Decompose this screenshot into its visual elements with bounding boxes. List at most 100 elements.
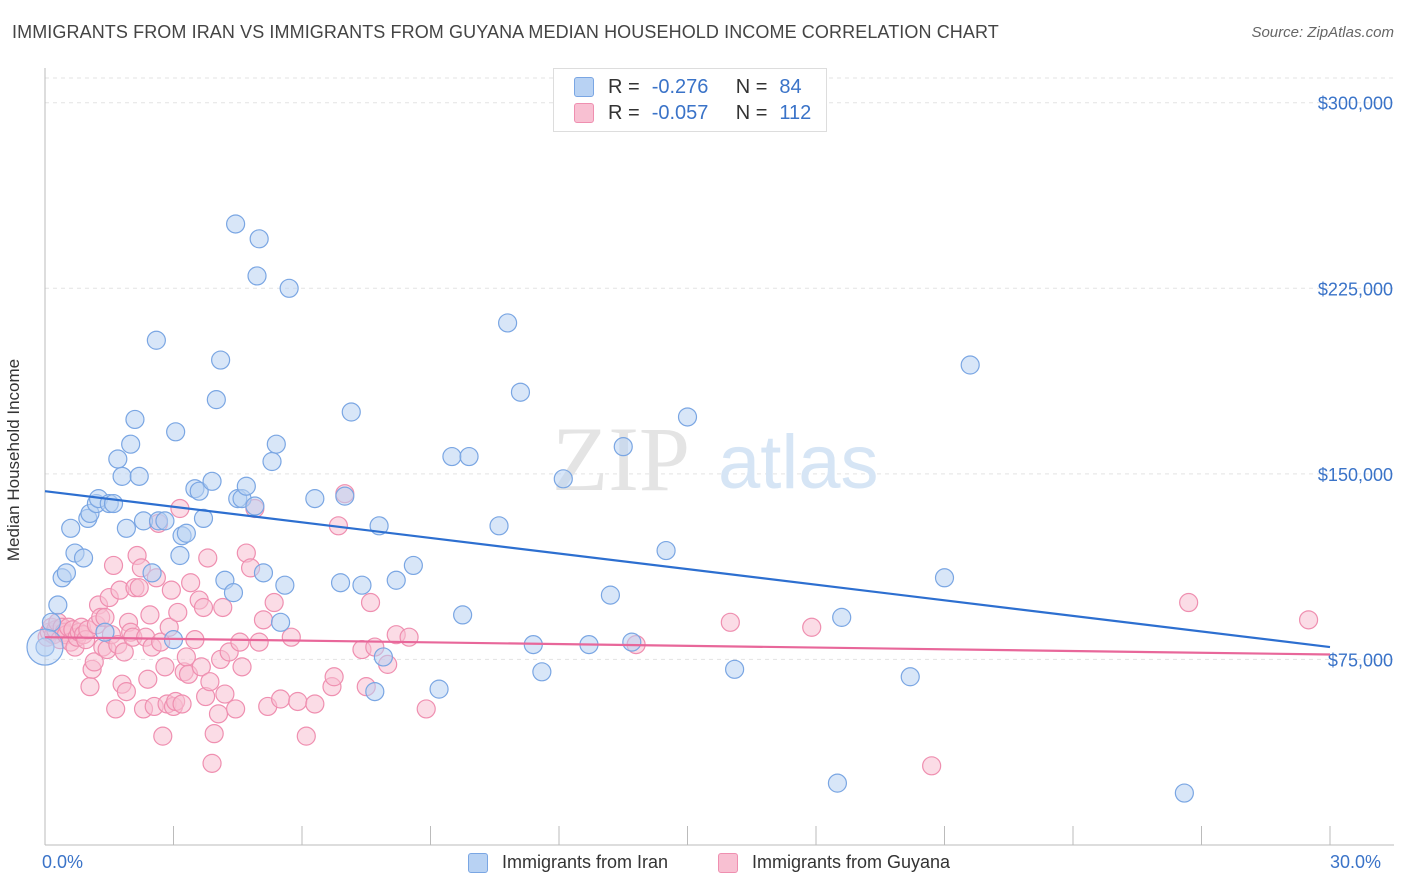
data-point-iran xyxy=(832,607,852,627)
data-point-guyana xyxy=(161,580,181,600)
data-point-guyana xyxy=(84,652,104,672)
data-point-iran xyxy=(305,489,325,509)
data-point-iran xyxy=(129,466,149,486)
data-point-iran xyxy=(155,511,175,531)
data-point-guyana xyxy=(296,726,316,746)
data-point-iran xyxy=(142,563,162,583)
data-point-iran xyxy=(900,667,920,687)
data-point-iran xyxy=(236,476,256,496)
data-point-guyana xyxy=(922,756,942,776)
data-point-iran xyxy=(121,434,141,454)
source-label: Source: ZipAtlas.com xyxy=(1251,24,1394,41)
data-point-guyana xyxy=(305,694,325,714)
data-point-guyana xyxy=(1298,610,1319,630)
data-point-iran xyxy=(103,493,124,514)
data-point-iran xyxy=(249,229,269,249)
bottom-legend-iran: Immigrants from Iran xyxy=(468,852,668,873)
data-point-guyana xyxy=(202,753,222,773)
trend-line-guyana xyxy=(44,636,1331,656)
data-point-iran xyxy=(125,409,145,430)
data-point-iran xyxy=(386,570,406,590)
legend-swatch-guyana xyxy=(574,103,594,123)
data-point-iran xyxy=(262,451,282,472)
data-point-iran xyxy=(510,382,531,402)
x-tick-label-max: 30.0% xyxy=(1330,852,1382,872)
data-point-iran xyxy=(279,278,299,298)
data-point-iran xyxy=(498,313,518,333)
watermark-atlas: atlas xyxy=(718,420,879,505)
data-point-iran xyxy=(622,632,642,652)
data-point-iran xyxy=(108,449,128,469)
data-point-iran xyxy=(176,523,196,543)
data-point-iran xyxy=(459,446,479,467)
data-point-iran xyxy=(95,622,115,642)
data-point-guyana xyxy=(116,681,136,702)
bottom-legend-swatch-iran xyxy=(468,852,488,873)
data-point-guyana xyxy=(204,724,224,744)
legend-r-label: R = xyxy=(608,75,640,98)
data-point-guyana xyxy=(155,657,175,677)
data-point-guyana xyxy=(281,627,301,647)
data-point-iran-cluster xyxy=(26,628,64,666)
data-point-iran xyxy=(146,330,166,350)
legend-n-value: 84 xyxy=(779,75,802,98)
data-point-iran xyxy=(270,612,291,632)
data-point-iran xyxy=(189,481,209,501)
data-point-iran xyxy=(223,583,244,603)
data-point-iran xyxy=(41,612,62,632)
data-point-iran xyxy=(489,516,509,536)
data-point-guyana xyxy=(226,699,246,719)
watermark-zip: ZIP xyxy=(552,408,690,510)
data-point-guyana xyxy=(138,669,158,689)
data-point-iran xyxy=(275,575,295,595)
data-point-iran xyxy=(960,355,980,375)
bottom-legend-label-iran: Immigrants from Iran xyxy=(502,852,669,872)
data-point-guyana xyxy=(288,691,308,712)
data-point-iran xyxy=(827,773,848,793)
data-point-iran xyxy=(170,545,190,566)
data-point-guyana xyxy=(200,672,220,692)
data-point-guyana xyxy=(193,597,214,618)
data-point-iran xyxy=(725,659,745,679)
legend-r-value: -0.057 xyxy=(651,101,709,124)
x-tick-label-min: 0.0% xyxy=(42,852,84,872)
data-point-iran xyxy=(442,446,462,467)
data-point-guyana xyxy=(198,548,218,568)
legend-n-label: N = xyxy=(735,101,768,124)
data-point-iran xyxy=(166,422,186,442)
data-point-iran xyxy=(335,486,355,506)
data-point-iran xyxy=(1174,783,1194,803)
legend-n-value: 112 xyxy=(779,101,812,124)
data-point-guyana xyxy=(720,612,740,632)
data-point-iran xyxy=(48,595,68,615)
data-point-guyana xyxy=(324,667,344,687)
data-point-guyana xyxy=(181,573,201,593)
stats-legend: R = -0.276 N = 84 R = -0.057 N = 112 xyxy=(553,68,827,132)
data-point-iran xyxy=(330,573,351,593)
data-point-guyana xyxy=(416,699,436,719)
data-point-guyana xyxy=(264,592,284,613)
data-point-guyana xyxy=(172,694,192,714)
legend-row-guyana: R = -0.057 N = 112 xyxy=(574,100,811,126)
legend-row-iran: R = -0.276 N = 84 xyxy=(574,74,802,100)
data-point-iran xyxy=(61,518,81,538)
data-point-guyana xyxy=(80,677,100,697)
data-point-iran xyxy=(266,434,286,454)
data-point-iran xyxy=(341,402,361,422)
data-point-guyana xyxy=(114,642,134,662)
data-point-iran xyxy=(253,563,274,583)
x-ticks xyxy=(44,826,1331,845)
data-point-iran xyxy=(112,466,132,486)
data-point-iran xyxy=(453,605,473,625)
data-point-guyana xyxy=(140,605,160,625)
data-point-iran xyxy=(553,469,573,489)
data-point-guyana xyxy=(360,592,381,613)
data-point-iran xyxy=(600,585,621,605)
data-point-iran xyxy=(245,496,265,516)
data-point-guyana xyxy=(802,617,822,637)
y-axis-label: Median Household Income xyxy=(4,358,23,562)
data-point-guyana xyxy=(270,689,291,709)
data-point-iran xyxy=(429,679,449,699)
data-point-iran xyxy=(613,437,633,457)
